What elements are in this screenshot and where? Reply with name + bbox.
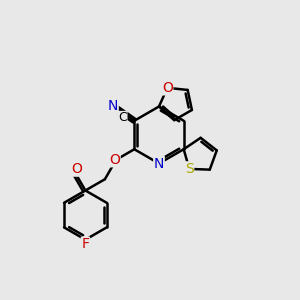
Text: F: F xyxy=(81,237,89,251)
Text: O: O xyxy=(162,81,173,95)
Text: C: C xyxy=(118,112,127,124)
Text: O: O xyxy=(109,153,120,167)
Text: S: S xyxy=(185,162,194,176)
Text: N: N xyxy=(108,99,118,113)
Text: O: O xyxy=(72,162,83,176)
Text: N: N xyxy=(154,157,164,170)
